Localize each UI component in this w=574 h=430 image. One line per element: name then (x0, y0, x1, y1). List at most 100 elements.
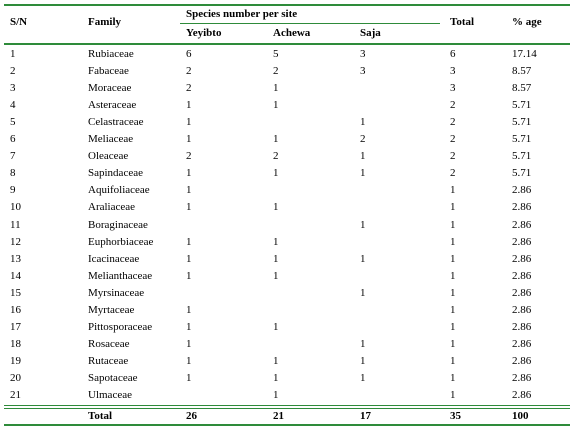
value-cell: 3 (450, 82, 456, 95)
value-cell: 1 (450, 354, 456, 367)
value-cell: 1 (273, 133, 279, 146)
value-cell: 13 (10, 252, 21, 265)
total-cell: 26 (186, 410, 197, 422)
family-cell: Ulmaceae (88, 389, 132, 401)
value-cell: 1 (273, 389, 279, 401)
value-cell: 2.86 (512, 235, 532, 248)
header-cell: Total (450, 16, 475, 28)
value-cell: 21 (10, 389, 21, 401)
value-cell: 6 (10, 133, 16, 146)
value-cell: 1 (186, 303, 192, 316)
value-cell: 2.86 (512, 252, 532, 265)
value-cell: 2 (186, 65, 192, 78)
value-cell: 1 (360, 252, 366, 265)
value-cell: 1 (450, 303, 456, 316)
value-cell: 1 (450, 337, 456, 350)
value-cell: 2.86 (512, 337, 532, 350)
value-cell: 1 (186, 99, 192, 112)
family-cell: Fabaceae (88, 65, 129, 78)
value-cell: 2.86 (512, 184, 532, 197)
value-cell: 18 (10, 337, 21, 350)
value-cell: 1 (273, 320, 279, 333)
value-cell: 2 (450, 150, 456, 163)
value-cell: 1 (360, 116, 366, 129)
value-cell: 2.86 (512, 320, 532, 333)
value-cell: 1 (273, 354, 279, 367)
value-cell: 1 (186, 116, 192, 129)
total-cell: Total (88, 410, 113, 422)
value-cell: 1 (450, 371, 456, 384)
total-cell: 35 (450, 410, 461, 422)
value-cell: 1 (450, 389, 456, 401)
value-cell: 3 (360, 65, 366, 78)
value-cell: 1 (273, 371, 279, 384)
value-cell: 2 (186, 82, 192, 95)
value-cell: 1 (186, 133, 192, 146)
value-cell: 2 (273, 150, 279, 163)
value-cell: 1 (450, 252, 456, 265)
group-rule (180, 23, 440, 24)
header-cell: S/N (10, 16, 28, 28)
value-cell: 1 (273, 201, 279, 214)
value-cell: 3 (10, 82, 16, 95)
value-cell: 2 (450, 133, 456, 146)
value-cell: 8.57 (512, 65, 532, 78)
value-cell: 5.71 (512, 116, 532, 129)
value-cell: 2 (450, 116, 456, 129)
value-cell: 1 (186, 252, 192, 265)
family-cell: Oleaceae (88, 150, 129, 163)
family-cell: Meliaceae (88, 133, 134, 146)
value-cell: 1 (273, 167, 279, 180)
value-cell: 5.71 (512, 167, 532, 180)
total-rule (4, 405, 570, 406)
family-cell: Icacinaceae (88, 252, 140, 265)
family-cell: Rutaceae (88, 354, 129, 367)
value-cell: 16 (10, 303, 21, 316)
value-cell: 1 (450, 235, 456, 248)
value-cell: 1 (186, 201, 192, 214)
value-cell: 5 (273, 48, 279, 60)
value-cell: 3 (360, 48, 366, 60)
family-cell: Euphorbiaceae (88, 235, 154, 248)
value-cell: 7 (10, 150, 16, 163)
value-cell: 6 (186, 48, 192, 60)
value-cell: 2 (360, 133, 366, 146)
value-cell: 2.86 (512, 354, 532, 367)
value-cell: 2 (450, 99, 456, 112)
family-cell: Asteraceae (88, 99, 137, 112)
header-cell: % age (512, 16, 542, 28)
family-cell: Rubiaceae (88, 48, 134, 60)
subheader-cell: Achewa (273, 27, 311, 39)
value-cell: 10 (10, 201, 21, 214)
value-cell: 1 (186, 320, 192, 333)
value-cell: 1 (450, 286, 456, 299)
value-cell: 2 (186, 150, 192, 163)
value-cell: 6 (450, 48, 456, 60)
value-cell: 3 (450, 65, 456, 78)
value-cell: 12 (10, 235, 21, 248)
total-cell: 17 (360, 410, 371, 422)
value-cell: 2.86 (512, 286, 532, 299)
value-cell: 1 (186, 337, 192, 350)
family-cell: Aquifoliaceae (88, 184, 150, 197)
bottom-rule (4, 424, 570, 426)
value-cell: 1 (10, 48, 16, 60)
subheader-cell: Yeyibto (186, 27, 222, 39)
value-cell: 15 (10, 286, 21, 299)
family-cell: Celastraceae (88, 116, 144, 129)
value-cell: 2.86 (512, 201, 532, 214)
value-cell: 19 (10, 354, 21, 367)
family-cell: Myrsinaceae (88, 286, 145, 299)
value-cell: 2.86 (512, 218, 532, 231)
value-cell: 8 (10, 167, 16, 180)
header-cell: Species number per site (186, 8, 298, 20)
value-cell: 1 (360, 218, 366, 231)
value-cell: 2 (273, 65, 279, 78)
header-cell: Family (88, 16, 121, 28)
value-cell: 20 (10, 371, 21, 384)
value-cell: 14 (10, 269, 21, 282)
value-cell: 1 (450, 269, 456, 282)
value-cell: 2 (450, 167, 456, 180)
total-cell: 100 (512, 410, 529, 422)
